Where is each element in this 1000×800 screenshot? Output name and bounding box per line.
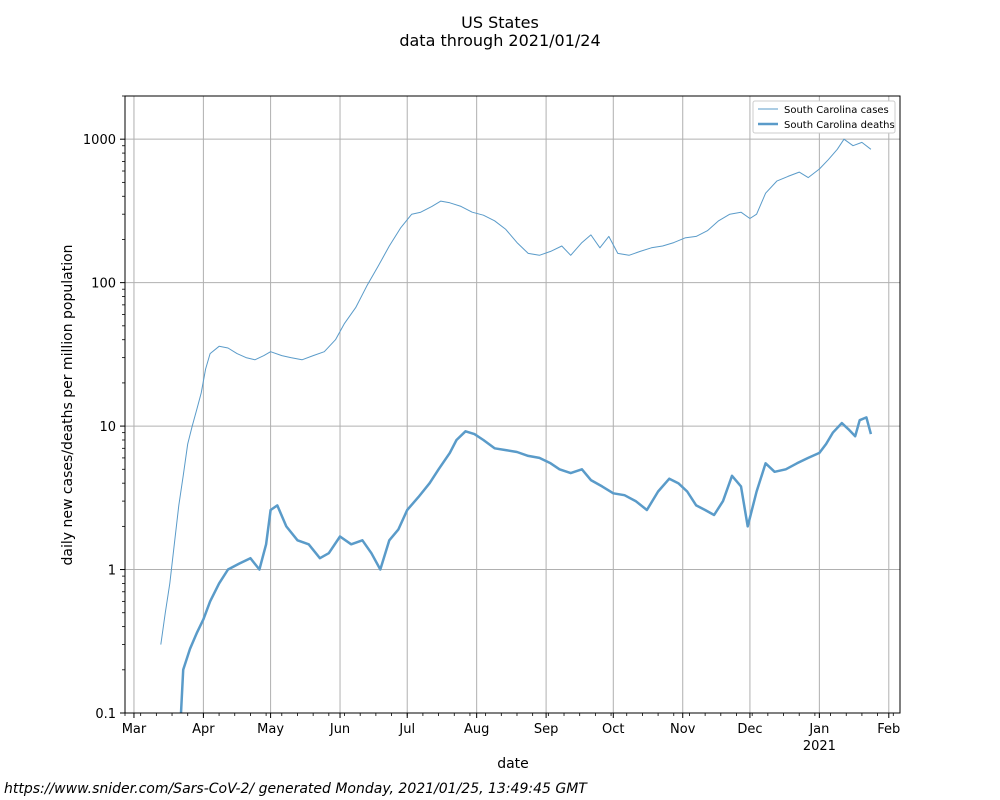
x-axis-label: date <box>497 756 529 772</box>
x-tick-label: Oct <box>602 722 624 737</box>
x-tick-label: Nov <box>670 722 696 737</box>
y-tick-label: 10 <box>99 420 116 435</box>
legend-label-deaths: South Carolina deaths <box>784 120 895 131</box>
x-tick-label: Jan <box>808 722 829 737</box>
x-tick-label: Sep <box>534 722 559 737</box>
legend-label-cases: South Carolina cases <box>784 105 889 116</box>
y-tick-label: 0.1 <box>95 707 116 722</box>
ticks: Mar Apr May Jun Jul Aug Sep Oct Nov Dec Jan 2021 Feb… <box>83 95 900 754</box>
x-tick-label: May <box>257 722 284 737</box>
legend-box <box>752 100 896 134</box>
x-tick-label: Aug <box>464 722 489 737</box>
y-tick-label: 1 <box>108 564 116 579</box>
x-tick-sublabel: 2021 <box>803 739 836 754</box>
y-axis-label: daily new cases/deaths per million popul… <box>60 244 76 565</box>
x-tick-label: Dec <box>737 722 762 737</box>
x-tick-label: Apr <box>192 722 215 737</box>
x-tick-label: Feb <box>877 722 900 737</box>
legend: South Carolina cases South Carolina deat… <box>752 100 896 134</box>
y-tick-label: 1000 <box>83 133 116 148</box>
x-tick-label: Jul <box>398 722 415 737</box>
series-line-cases <box>160 138 872 645</box>
chart-subtitle: data through 2021/01/24 <box>399 31 600 50</box>
grid <box>125 96 900 714</box>
x-tick-label: Mar <box>122 722 147 737</box>
chart-title: US States <box>461 13 539 32</box>
footer-credit: https://www.snider.com/Sars-CoV-2/ gener… <box>4 781 587 797</box>
x-tick-label: Jun <box>329 722 350 737</box>
y-tick-label: 100 <box>91 277 116 292</box>
series-layer <box>160 138 873 714</box>
plot-frame <box>124 95 901 714</box>
series-line-deaths <box>179 416 873 714</box>
